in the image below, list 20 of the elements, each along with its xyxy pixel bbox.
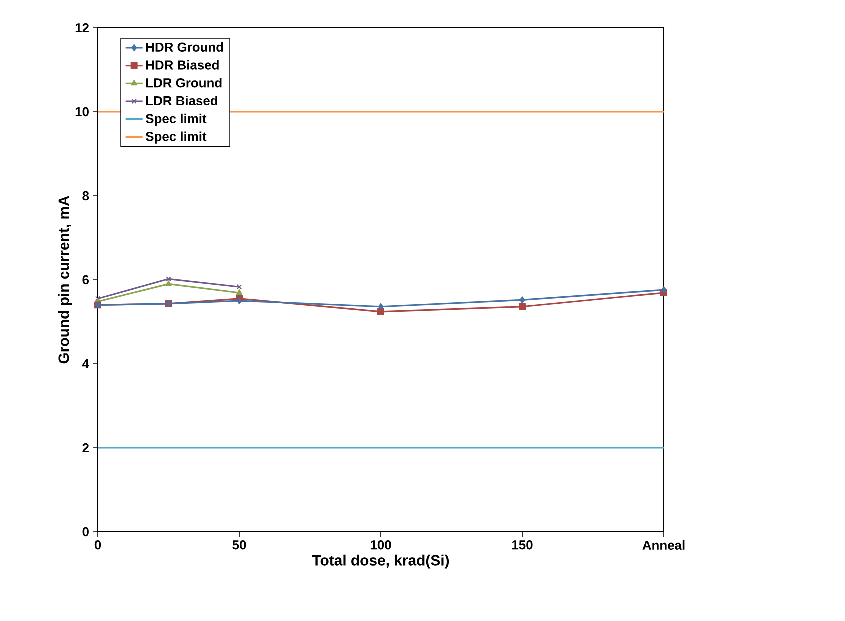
legend-label: LDR Biased	[146, 96, 218, 106]
y-tick-label: 6	[82, 275, 90, 285]
x-tick-label: 150	[512, 540, 533, 550]
y-tick-label: 0	[82, 527, 89, 537]
x-axis-title: Total dose, krad(Si)	[312, 554, 450, 569]
legend-label: Spec limit	[146, 114, 207, 126]
legend-label: LDR Ground	[146, 78, 222, 88]
x-tick-label: 50	[232, 540, 246, 550]
legend-label: Spec limit	[146, 132, 207, 144]
x-tick-label: Anneal	[642, 540, 685, 550]
y-tick-label: 10	[76, 107, 89, 117]
x-tick-label: 100	[371, 540, 392, 550]
y-tick-label: 2	[82, 443, 89, 453]
legend-label: HDR Biased	[146, 60, 219, 70]
y-tick-label: 4	[82, 360, 90, 368]
y-tick-label: 12	[76, 23, 89, 33]
x-tick-label: 0	[94, 540, 102, 550]
y-tick-label: 8	[82, 191, 90, 201]
y-axis-title: Ground pin current, mA	[58, 196, 72, 364]
legend-label: HDR Ground	[146, 42, 224, 52]
